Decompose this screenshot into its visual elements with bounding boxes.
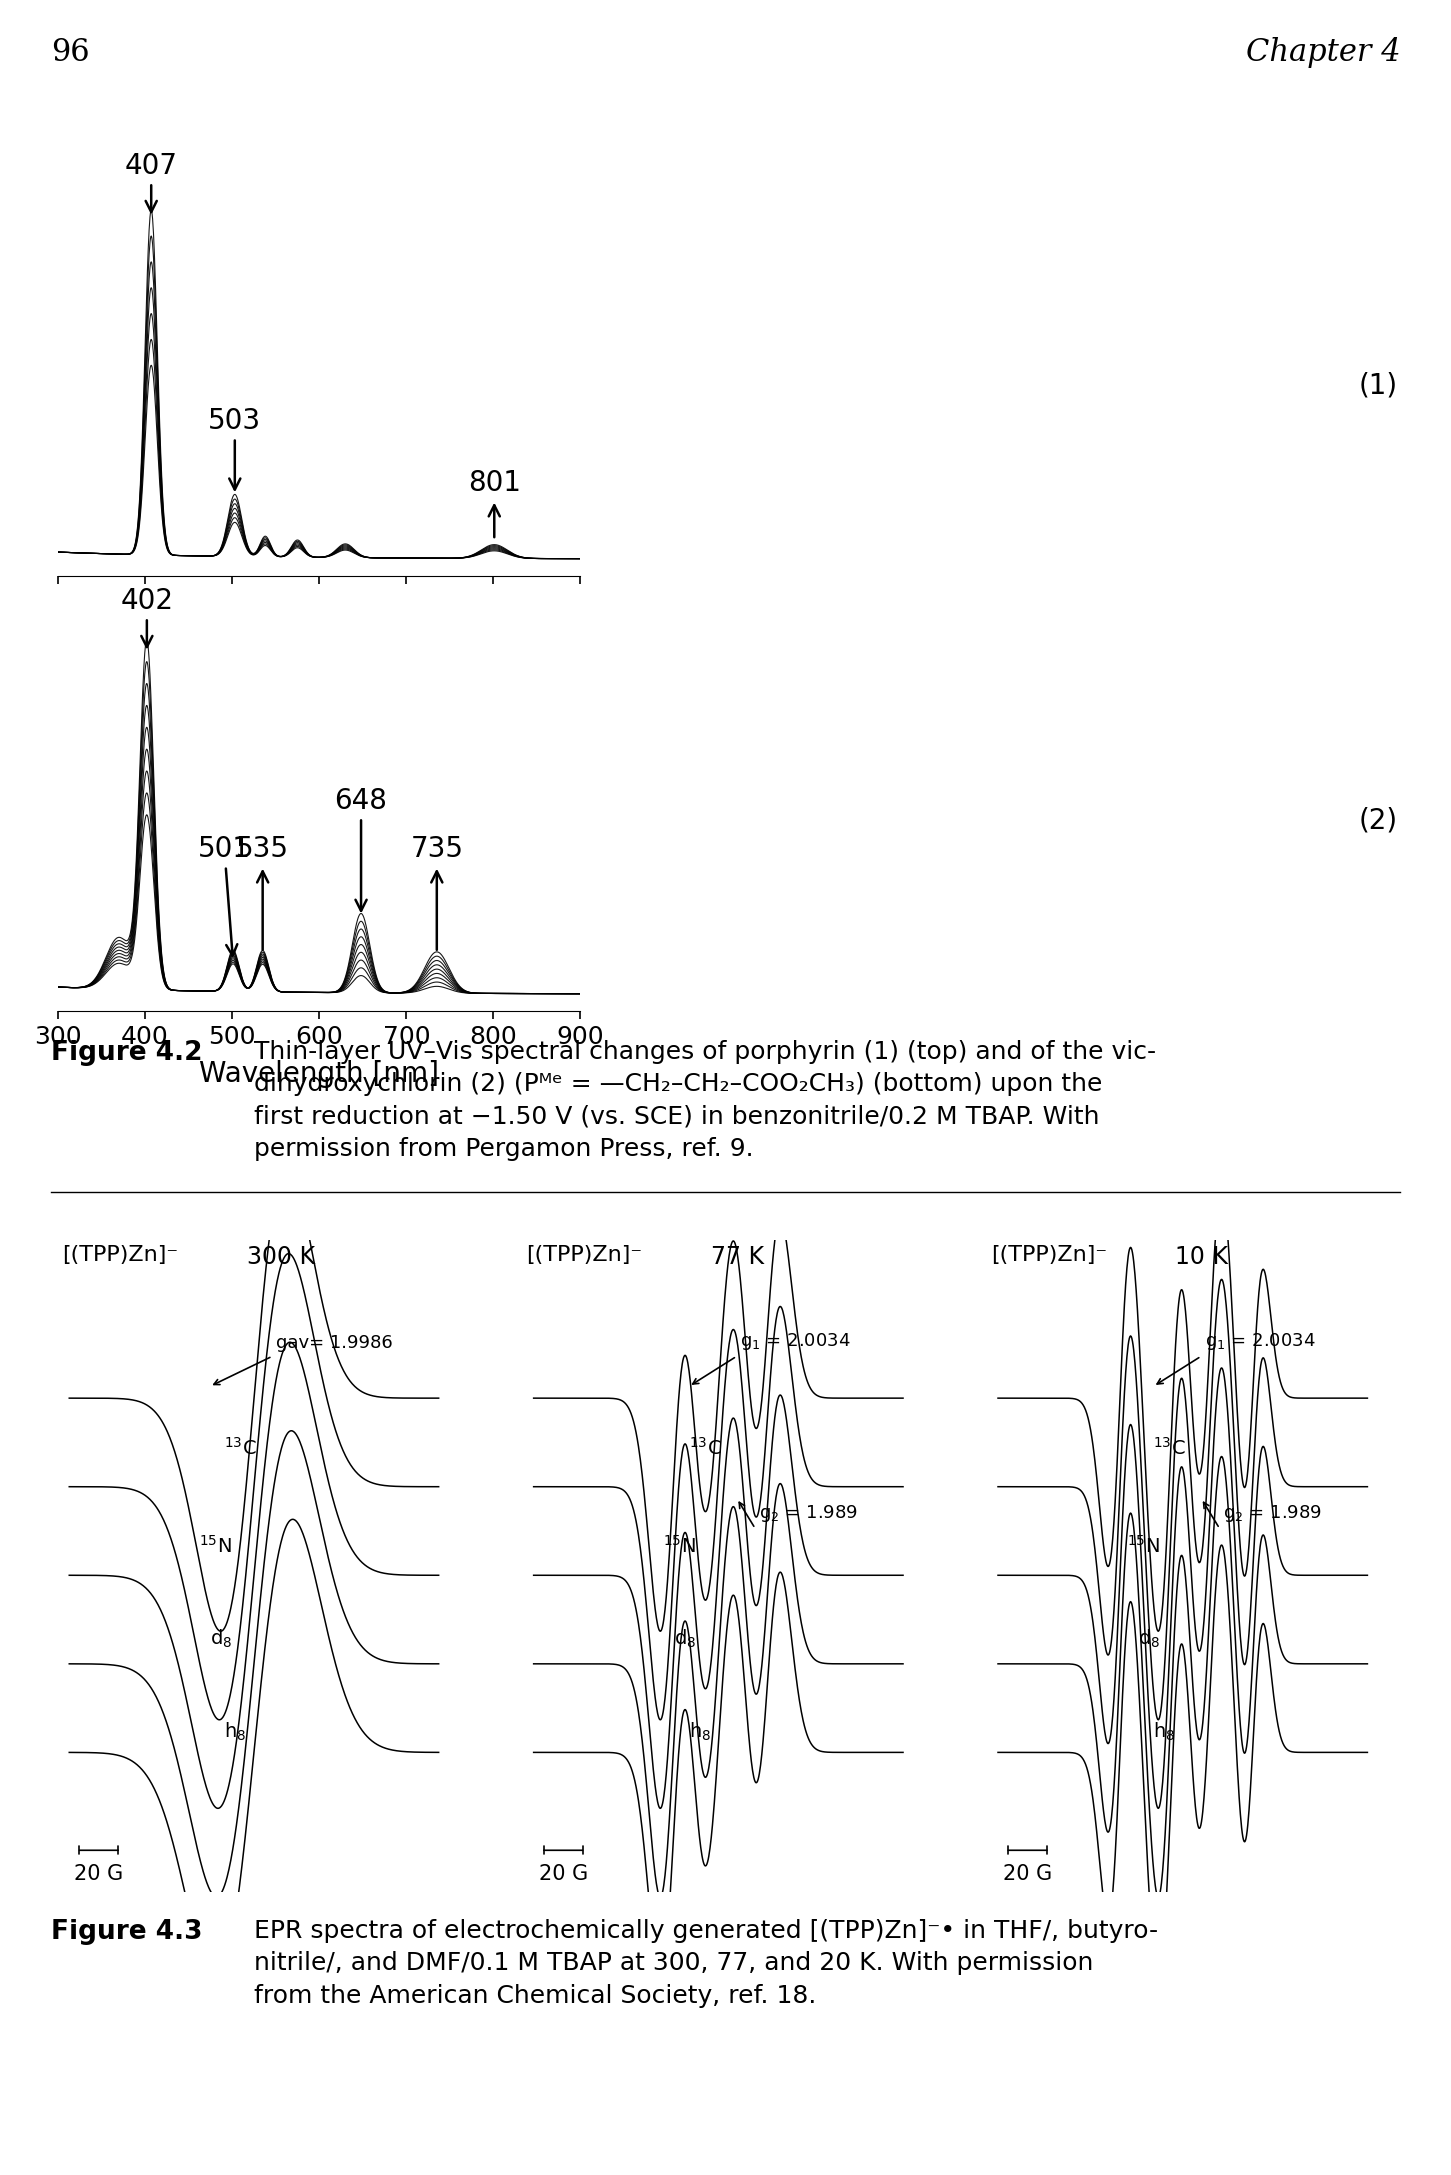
Text: (2): (2) xyxy=(1358,807,1397,835)
Text: 735: 735 xyxy=(411,835,463,950)
Text: Chapter 4: Chapter 4 xyxy=(1245,37,1400,67)
Text: Figure 4.3: Figure 4.3 xyxy=(51,1918,202,1944)
Text: d$_8$: d$_8$ xyxy=(1138,1627,1161,1651)
Text: $^{13}$C: $^{13}$C xyxy=(225,1438,257,1459)
Text: g$_1$ = 2.0034: g$_1$ = 2.0034 xyxy=(1204,1331,1316,1351)
Text: Figure 4.2: Figure 4.2 xyxy=(51,1040,202,1066)
Text: g$_2$ = 1.989: g$_2$ = 1.989 xyxy=(759,1503,858,1525)
Text: 20 G: 20 G xyxy=(74,1864,123,1884)
Text: EPR spectra of electrochemically generated [(TPP)Zn]⁻• in THF/, butyro-
nitrile/: EPR spectra of electrochemically generat… xyxy=(254,1918,1158,2008)
Text: g$_1$ = 2.0034: g$_1$ = 2.0034 xyxy=(740,1331,852,1351)
Text: 503: 503 xyxy=(207,407,261,489)
Text: 96: 96 xyxy=(51,37,90,67)
Text: 407: 407 xyxy=(125,152,177,213)
Text: $^{15}$N: $^{15}$N xyxy=(1127,1536,1159,1557)
Text: 10 K: 10 K xyxy=(1175,1244,1228,1268)
Text: d$_8$: d$_8$ xyxy=(209,1627,232,1651)
Text: gav= 1.9986: gav= 1.9986 xyxy=(276,1333,393,1351)
Text: 801: 801 xyxy=(467,470,521,537)
Text: $^{13}$C: $^{13}$C xyxy=(689,1438,721,1459)
Text: 20 G: 20 G xyxy=(1003,1864,1052,1884)
Text: h$_8$: h$_8$ xyxy=(1154,1720,1175,1742)
Text: 535: 535 xyxy=(237,835,289,950)
Text: d$_8$: d$_8$ xyxy=(673,1627,696,1651)
Text: [(TPP)Zn]⁻: [(TPP)Zn]⁻ xyxy=(527,1244,643,1264)
Text: 20 G: 20 G xyxy=(538,1864,588,1884)
Text: 501: 501 xyxy=(197,835,251,955)
Text: 648: 648 xyxy=(335,787,387,911)
Text: h$_8$: h$_8$ xyxy=(225,1720,247,1742)
X-axis label: Wavelength [nm]: Wavelength [nm] xyxy=(199,1059,440,1088)
Text: $^{15}$N: $^{15}$N xyxy=(199,1536,231,1557)
Text: Thin-layer UV–Vis spectral changes of porphyrin (1) (top) and of the vic-
dihydr: Thin-layer UV–Vis spectral changes of po… xyxy=(254,1040,1156,1161)
Text: (1): (1) xyxy=(1358,372,1397,400)
Text: 300 K: 300 K xyxy=(247,1244,315,1268)
Text: h$_8$: h$_8$ xyxy=(689,1720,711,1742)
Text: $^{15}$N: $^{15}$N xyxy=(663,1536,695,1557)
Text: g$_2$ = 1.989: g$_2$ = 1.989 xyxy=(1223,1503,1322,1525)
Text: [(TPP)Zn]⁻: [(TPP)Zn]⁻ xyxy=(62,1244,178,1264)
Text: $^{13}$C: $^{13}$C xyxy=(1154,1438,1185,1459)
Text: [(TPP)Zn]⁻: [(TPP)Zn]⁻ xyxy=(991,1244,1107,1264)
Text: 77 K: 77 K xyxy=(711,1244,765,1268)
Text: 402: 402 xyxy=(120,587,173,648)
